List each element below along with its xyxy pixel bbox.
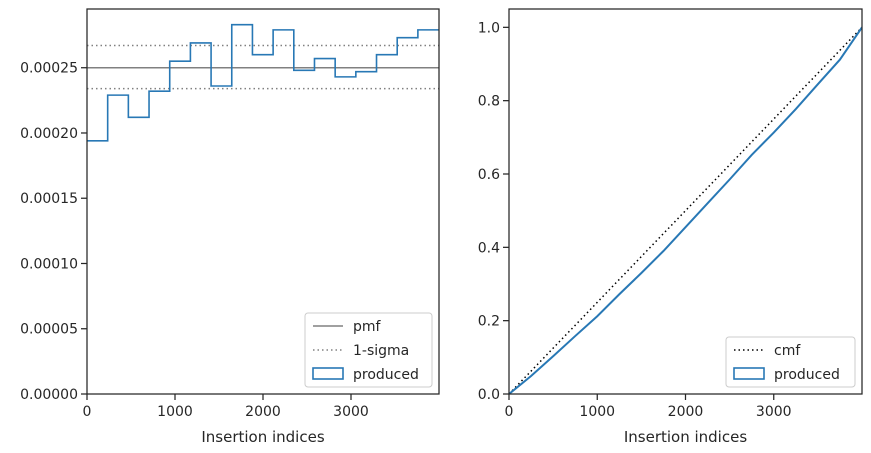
y-tick-label: 0.4 [478, 240, 500, 256]
legend-box [725, 336, 856, 388]
y-tick-label: 0.00010 [20, 256, 78, 272]
legend-produced-swatch [312, 367, 344, 380]
legend-label: produced [774, 367, 840, 383]
plot-area [509, 26, 862, 394]
legend-produced-swatch [733, 367, 765, 380]
y-tick-label: 0.6 [478, 167, 500, 183]
x-tick-label: 0 [505, 404, 514, 420]
x-tick-label: 1000 [579, 404, 615, 420]
y-tick-label: 0.00005 [20, 322, 78, 338]
legend-label: cmf [774, 343, 801, 359]
y-tick-label: 0.00020 [20, 126, 78, 142]
y-tick-label: 0.00025 [20, 61, 78, 77]
legend-label: 1-sigma [353, 343, 409, 359]
legend-label: produced [353, 367, 419, 383]
plot-area [87, 23, 439, 142]
x-tick-label: 2000 [245, 404, 281, 420]
x-tick-label: 2000 [668, 404, 704, 420]
x-axis-title: Insertion indices [201, 428, 324, 446]
cmf-line [509, 26, 862, 394]
produced-cumulative-line [509, 26, 862, 394]
legend-label: pmf [353, 319, 382, 335]
y-tick-label: 0.0 [478, 387, 500, 403]
y-tick-label: 0.2 [478, 314, 500, 330]
y-tick-label: 1.0 [478, 20, 500, 36]
legend: cmf produced [725, 336, 856, 388]
x-tick-label: 3000 [756, 404, 792, 420]
x-tick-label: 0 [83, 404, 92, 420]
x-tick-label: 1000 [157, 404, 193, 420]
x-axis-title: Insertion indices [624, 428, 747, 446]
y-tick-label: 0.00015 [20, 191, 78, 207]
legend: pmf 1-sigma produced [304, 312, 433, 388]
right-chart-panel: 0 1000 2000 3000 0.0 0.2 0.4 0.6 0.8 1.0 Insertion… [478, 8, 863, 446]
y-tick-label: 0.00000 [20, 387, 78, 403]
produced-histogram-step [87, 23, 439, 142]
axes-frame [508, 8, 863, 395]
y-tick-label: 0.8 [478, 94, 500, 110]
x-tick-label: 3000 [333, 404, 369, 420]
left-chart-panel: 0 1000 2000 3000 0.00000 0.00005 0.00010 0.0001… [20, 8, 440, 446]
